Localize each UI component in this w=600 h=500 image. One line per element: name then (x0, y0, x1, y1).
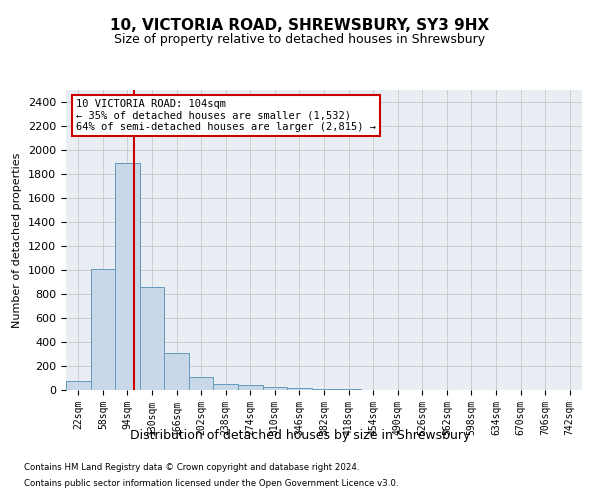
Bar (214, 384, 238, 390)
Bar (115, 162, 140, 390)
Bar (263, 387, 287, 390)
Text: Size of property relative to detached houses in Shrewsbury: Size of property relative to detached ho… (115, 32, 485, 46)
Text: Contains public sector information licensed under the Open Government Licence v3: Contains public sector information licen… (24, 478, 398, 488)
Y-axis label: Number of detached properties: Number of detached properties (13, 152, 22, 328)
Bar (164, 353, 189, 390)
Bar (189, 377, 214, 390)
Bar (66, 381, 91, 390)
Bar (312, 389, 336, 390)
Bar (238, 385, 263, 390)
Text: 10, VICTORIA ROAD, SHREWSBURY, SY3 9HX: 10, VICTORIA ROAD, SHREWSBURY, SY3 9HX (110, 18, 490, 32)
Text: Distribution of detached houses by size in Shrewsbury: Distribution of detached houses by size … (130, 428, 470, 442)
Text: Contains HM Land Registry data © Crown copyright and database right 2024.: Contains HM Land Registry data © Crown c… (24, 464, 359, 472)
Bar (140, 287, 164, 390)
Bar (287, 388, 312, 390)
Text: 10 VICTORIA ROAD: 104sqm
← 35% of detached houses are smaller (1,532)
64% of sem: 10 VICTORIA ROAD: 104sqm ← 35% of detach… (76, 99, 376, 132)
Bar (91, 270, 115, 390)
